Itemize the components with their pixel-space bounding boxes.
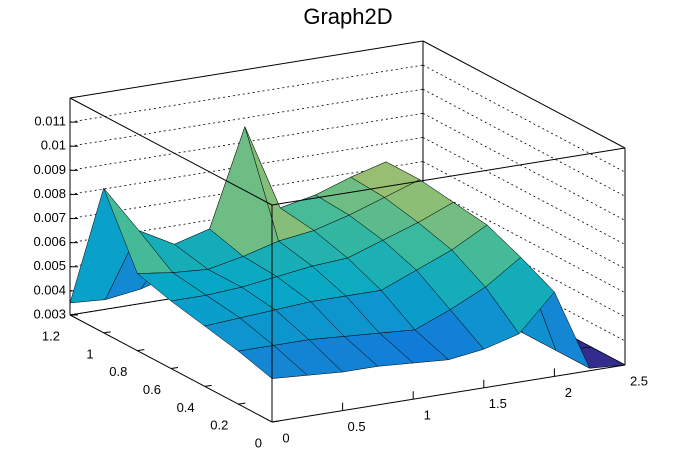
grid-line [422, 88, 626, 197]
grid-line [69, 64, 424, 123]
z-tick-label: 0.008 [33, 186, 66, 201]
x-axis [271, 364, 626, 423]
y-tick-label: 1.2 [42, 328, 60, 343]
y-tick-label: 0.4 [177, 400, 195, 415]
chart-title: Graph2D [303, 4, 392, 29]
grid-line [422, 209, 626, 318]
x-tick-label: 2 [565, 385, 572, 400]
x-tick-label: 2.5 [630, 373, 648, 388]
z-tick-label: 0.01 [41, 138, 66, 153]
y-tick-label: 0 [255, 435, 262, 450]
z-tick-label: 0.009 [33, 162, 66, 177]
grid-line [422, 137, 626, 245]
y-tick-label: 0.6 [143, 382, 161, 397]
y-tick-label: 0.2 [210, 418, 228, 433]
box-edge [69, 40, 424, 99]
z-tick-label: 0.003 [33, 306, 66, 321]
x-tick-label: 1.5 [489, 396, 507, 411]
grid-line [422, 112, 626, 221]
y-tick [69, 313, 78, 316]
grid-line [422, 233, 626, 342]
box-edge [69, 97, 273, 206]
y-tick [204, 384, 212, 387]
z-tick-label: 0.005 [33, 258, 66, 273]
y-tick [238, 402, 246, 405]
y-tick-label: 0.8 [109, 364, 127, 379]
y-tick [103, 331, 111, 334]
y-tick [271, 420, 280, 423]
y-tick-label: 1 [86, 346, 93, 361]
box-edge [422, 40, 626, 149]
z-tick-label: 0.004 [33, 282, 66, 297]
y-tick [170, 367, 179, 369]
x-tick-label: 0.5 [348, 419, 366, 434]
grid-line [422, 185, 626, 294]
z-tick-label: 0.007 [33, 210, 66, 225]
x-tick-label: 1 [424, 408, 431, 423]
y-tick [137, 349, 145, 352]
z-tick-label: 0.006 [33, 234, 66, 249]
surface-cell [237, 345, 308, 379]
x-tick-label: 0 [282, 430, 289, 445]
grid-line [422, 161, 626, 269]
box-edge [271, 147, 626, 206]
z-tick-label: 0.011 [34, 114, 66, 129]
grid-line [422, 64, 626, 173]
